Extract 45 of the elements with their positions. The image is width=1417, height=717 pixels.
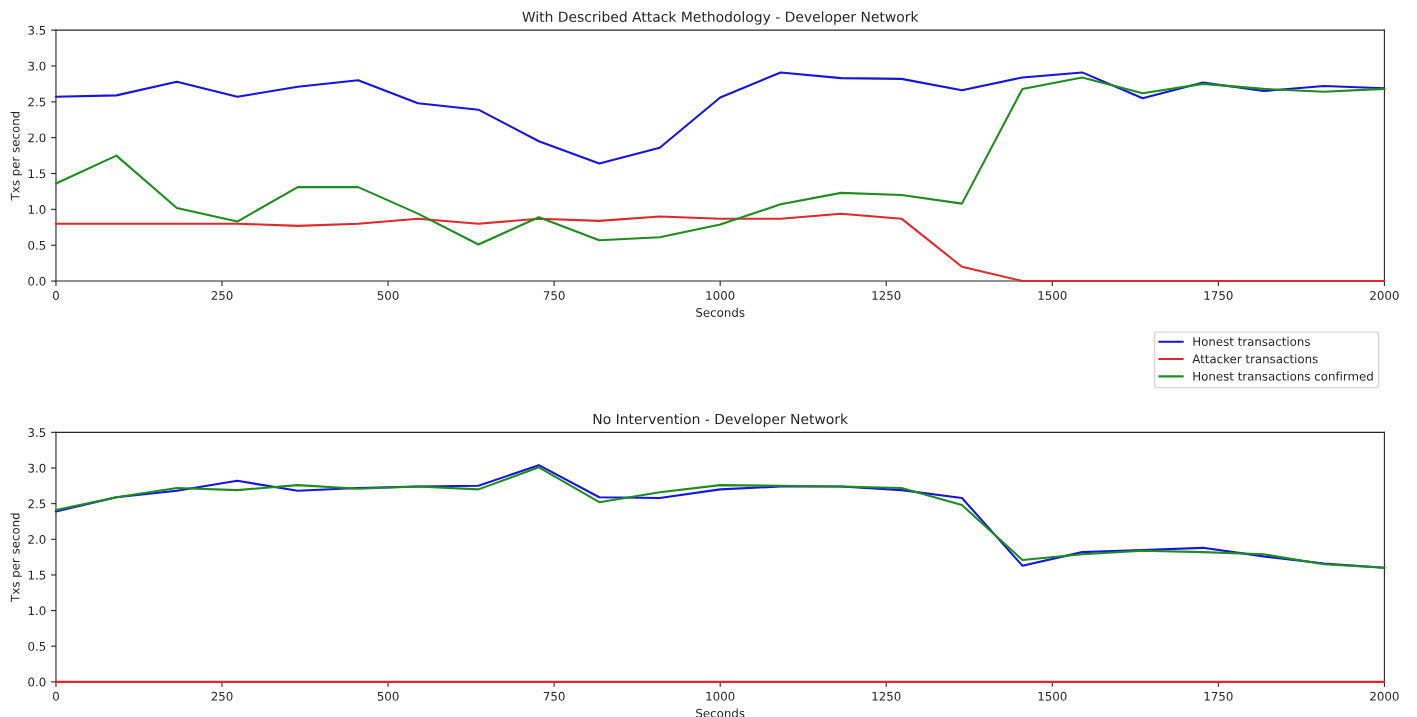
y-tick-label: 0.0: [28, 276, 46, 286]
y-tick-label: 3.5: [28, 428, 46, 437]
x-tick-label: 750: [543, 691, 565, 701]
y-tick-label: 0.5: [28, 240, 46, 250]
legend-label: Honest transactions: [1193, 336, 1310, 346]
y-tick-label: 0.0: [28, 677, 46, 687]
y-tick-label: 3.0: [28, 61, 46, 71]
y-tick-label: 2.0: [28, 535, 46, 544]
x-tick-label: 1000: [706, 290, 735, 300]
chart-title: No Intervention - Developer Network: [593, 413, 849, 427]
x-tick-label: 500: [377, 290, 399, 300]
y-tick-label: 3.5: [28, 25, 46, 35]
x-tick-label: 2000: [1370, 290, 1399, 300]
y-axis-title: Txs per second: [10, 513, 22, 602]
x-tick-label: 0: [52, 691, 59, 701]
y-tick-label: 1.5: [28, 570, 46, 580]
x-tick-label: 0: [52, 290, 59, 300]
legend-label: Honest transactions confirmed: [1193, 371, 1373, 381]
x-axis-title: Seconds: [696, 307, 745, 317]
x-tick-label: 1250: [872, 691, 901, 701]
line-series: [54, 71, 1386, 165]
x-tick-label: 250: [211, 691, 233, 701]
legend-label: Attacker transactions: [1192, 354, 1318, 364]
x-tick-label: 750: [543, 290, 565, 300]
y-tick-label: 2.0: [28, 133, 46, 143]
x-tick-label: 1500: [1038, 290, 1067, 300]
line-series: [54, 76, 1386, 246]
y-axis-title: Txs per second: [10, 111, 22, 201]
chart-title: With Described Attack Methodology - Developer Network: [522, 11, 919, 25]
y-tick-label: 1.0: [28, 606, 46, 616]
y-tick-label: 1.0: [28, 205, 46, 215]
x-tick-label: 500: [377, 691, 399, 701]
x-tick-label: 1000: [706, 691, 735, 701]
y-tick-label: 2.5: [28, 97, 46, 107]
x-tick-label: 1500: [1038, 691, 1067, 701]
y-tick-label: 1.5: [28, 169, 46, 179]
x-tick-label: 2000: [1370, 691, 1399, 701]
y-tick-label: 3.0: [28, 463, 46, 473]
x-tick-label: 1750: [1204, 290, 1233, 300]
y-tick-label: 2.5: [28, 499, 46, 509]
x-tick-label: 1750: [1204, 691, 1233, 701]
x-tick-label: 1250: [872, 290, 901, 300]
x-tick-label: 250: [211, 290, 233, 300]
x-axis-title: Seconds: [696, 708, 745, 717]
y-tick-label: 0.5: [28, 641, 46, 651]
